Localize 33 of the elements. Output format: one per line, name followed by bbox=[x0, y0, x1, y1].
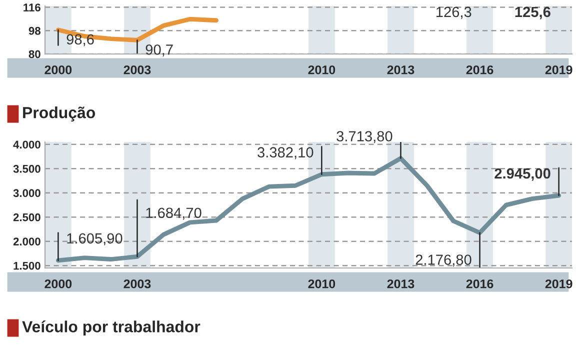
data-label: 90,7 bbox=[146, 44, 173, 57]
y-tick-label: 2.500 bbox=[13, 213, 40, 222]
x-tick-label: 2003 bbox=[124, 65, 151, 74]
text: Veículo por trabalhador bbox=[22, 320, 200, 336]
annotation: 126,3 bbox=[436, 6, 472, 19]
y-tick-label: 116 bbox=[24, 4, 40, 12]
y-tick-label: 4.000 bbox=[13, 140, 40, 149]
x-tick-label: 2016 bbox=[466, 65, 494, 74]
data-label: 3.713,80 bbox=[336, 131, 392, 144]
data-label: 1.605,90 bbox=[67, 233, 122, 246]
x-tick-label: 2010 bbox=[308, 65, 336, 74]
y-tick-label: 1.500 bbox=[14, 262, 40, 270]
x-tick-label: 2000 bbox=[44, 65, 72, 74]
y-tick-label: 3.500 bbox=[13, 164, 40, 173]
y-tick-label: 3.000 bbox=[13, 189, 40, 198]
x-tick-label: 2016 bbox=[466, 279, 494, 288]
data-label: 2.945,00 bbox=[494, 168, 550, 181]
x-tick-label: 2013 bbox=[387, 65, 414, 74]
data-label: 2.176,80 bbox=[416, 254, 472, 267]
y-tick-label: 2.000 bbox=[13, 238, 40, 246]
x-tick-label: 2003 bbox=[124, 279, 151, 288]
x-tick-label: 2013 bbox=[387, 279, 414, 288]
data-label: 1.684,70 bbox=[146, 208, 202, 220]
x-tick-label: 2000 bbox=[44, 279, 72, 288]
annotation: 125,6 bbox=[515, 6, 550, 20]
chart-title: Produção bbox=[23, 106, 96, 122]
y-tick-label: 80 bbox=[28, 50, 40, 58]
data-label: 3.382,10 bbox=[258, 147, 314, 160]
x-tick-label: 2010 bbox=[308, 279, 336, 288]
x-tick-label: 2019 bbox=[545, 65, 572, 74]
y-tick-label: 98 bbox=[28, 26, 40, 35]
x-tick-label: 2019 bbox=[545, 279, 572, 288]
data-label: 98,6 bbox=[66, 34, 94, 46]
